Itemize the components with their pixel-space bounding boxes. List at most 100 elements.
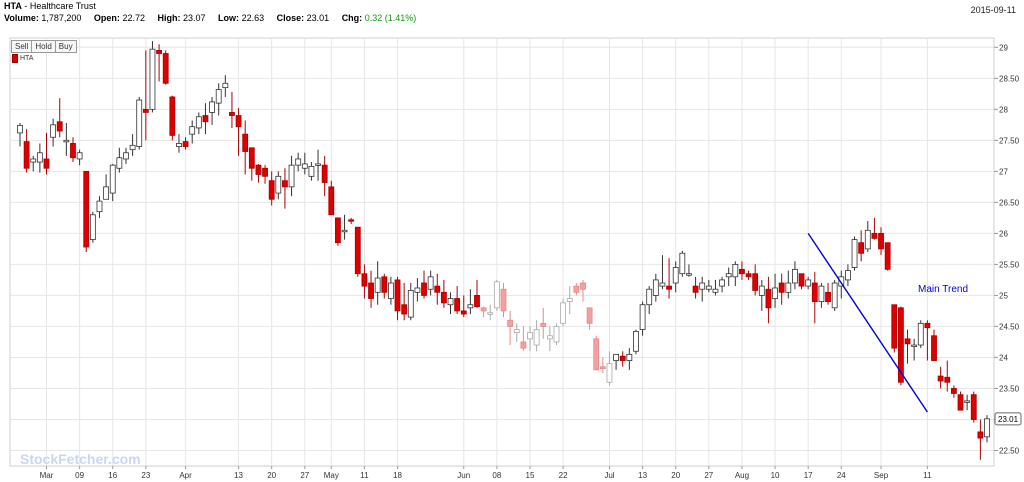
candle-body <box>619 355 626 361</box>
candle <box>513 323 520 342</box>
candle <box>984 415 990 443</box>
last-price-label: 23.01 <box>998 415 1019 424</box>
candle <box>335 217 341 246</box>
high-label: High: <box>157 13 181 23</box>
candle <box>23 129 30 173</box>
candle-body <box>884 242 891 270</box>
candle-body <box>23 141 30 169</box>
candle <box>950 385 957 398</box>
candle-body <box>149 48 156 110</box>
y-tick-label: 29 <box>999 43 1008 52</box>
candle-body <box>407 290 414 318</box>
candle <box>89 211 96 243</box>
x-tick-label: 09 <box>75 471 84 480</box>
candle-body <box>368 282 374 299</box>
y-tick-label: 27.50 <box>999 136 1020 145</box>
candle-body <box>513 329 520 334</box>
candle-body <box>765 288 772 309</box>
candle <box>56 98 63 138</box>
candle <box>123 147 129 164</box>
candle-body <box>686 273 692 276</box>
x-tick-label: 16 <box>108 471 117 480</box>
candle-body <box>381 276 388 293</box>
chart-date: 2015-09-11 <box>970 5 1016 15</box>
candle-body <box>394 279 401 312</box>
plot-area <box>9 37 995 467</box>
candle-body <box>321 164 328 183</box>
candle <box>209 96 215 125</box>
candle-body <box>957 394 964 411</box>
candle <box>308 162 315 181</box>
candle-body <box>838 276 845 287</box>
candle <box>341 214 348 240</box>
candle-body <box>739 268 745 275</box>
candle-body <box>96 200 103 213</box>
candle-body <box>176 143 182 147</box>
candle-body <box>17 125 23 134</box>
candle <box>937 366 944 389</box>
candle <box>805 276 812 290</box>
candle <box>215 83 222 116</box>
candle <box>17 122 23 147</box>
candle-body <box>89 214 96 240</box>
x-tick-label: 08 <box>492 471 501 480</box>
candle-body <box>705 285 712 290</box>
candle <box>884 242 891 271</box>
sell-button[interactable]: Sell <box>11 40 33 53</box>
candle <box>765 276 772 324</box>
candle-body <box>242 133 249 152</box>
candle <box>96 196 103 218</box>
candle <box>348 217 355 225</box>
candle <box>957 391 964 411</box>
candle-body <box>566 298 573 303</box>
candle <box>911 338 918 361</box>
candle-body <box>56 121 63 132</box>
candle-body <box>970 394 977 420</box>
candle <box>434 273 441 305</box>
candle <box>407 283 414 321</box>
candle-body <box>772 287 778 299</box>
candle-body <box>520 341 527 349</box>
hold-button[interactable]: Hold <box>31 40 56 53</box>
x-tick-label: Jun <box>457 471 470 480</box>
candle <box>394 276 401 321</box>
candle-body <box>235 115 242 128</box>
candle <box>480 306 487 318</box>
candle <box>798 273 805 290</box>
candle <box>315 149 321 181</box>
x-tick-label: Mar <box>40 471 54 480</box>
chg-label: Chg: <box>341 13 363 23</box>
y-tick-label: 28.50 <box>999 74 1020 83</box>
buy-button[interactable]: Buy <box>54 40 77 53</box>
open-value: 22.72 <box>122 13 145 23</box>
candle <box>282 168 288 209</box>
candle <box>507 310 514 346</box>
x-tick-label: 10 <box>771 471 780 480</box>
candle <box>553 323 560 346</box>
candle <box>725 267 732 287</box>
candle <box>460 295 467 318</box>
candle-body <box>43 158 50 169</box>
candle-body <box>560 302 567 324</box>
y-tick-label: 24 <box>999 353 1008 362</box>
candle-body <box>295 158 302 166</box>
candle <box>692 276 699 299</box>
x-tick-label: 13 <box>234 471 243 480</box>
candle-body <box>129 144 136 151</box>
close-value: 23.01 <box>306 13 330 23</box>
x-tick-label: 23 <box>141 471 150 480</box>
candle <box>573 283 580 296</box>
low-label: Low: <box>218 13 240 23</box>
candle-body <box>845 270 851 281</box>
candle-body <box>732 264 739 278</box>
candle-body <box>977 431 984 439</box>
candle-body <box>348 219 355 222</box>
candle <box>202 103 209 135</box>
candle-body <box>493 281 500 309</box>
x-tick-label: 13 <box>638 471 647 480</box>
candle-body <box>30 158 37 163</box>
candle-body <box>984 418 990 438</box>
x-tick-label: 18 <box>393 471 402 480</box>
candle-body <box>434 285 441 293</box>
candle-body <box>36 152 43 163</box>
